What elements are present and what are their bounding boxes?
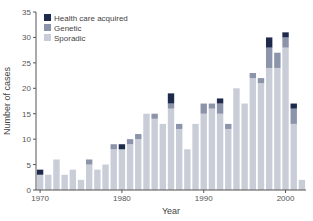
bar-segment <box>86 159 92 164</box>
bar-segment <box>201 114 207 190</box>
y-tick <box>33 190 36 191</box>
legend-swatch <box>44 24 51 31</box>
x-tick <box>121 190 122 193</box>
bar-segment <box>119 144 125 149</box>
bar-segment <box>217 104 223 114</box>
bar-segment <box>258 78 264 83</box>
y-tick <box>33 62 36 63</box>
legend-label: Health care acquired <box>54 14 128 23</box>
x-tick-label: 1980 <box>113 194 131 203</box>
legend-label: Genetic <box>54 24 82 33</box>
bar-segment <box>151 119 157 190</box>
bars <box>37 32 305 190</box>
bar-segment <box>266 37 272 47</box>
bar-segment <box>135 139 141 190</box>
bar-segment <box>209 104 215 109</box>
x-axis-label: Year <box>162 206 180 216</box>
chart: 051015202530351970198019902000YearNumber… <box>0 0 313 221</box>
bar-segment <box>282 48 288 190</box>
bar-segment <box>135 134 141 139</box>
bar-segment <box>250 73 256 78</box>
y-tick <box>33 164 36 165</box>
bar-segment <box>217 98 223 103</box>
bar-segment <box>266 48 272 68</box>
bar-segment <box>143 114 149 190</box>
bar-segment <box>160 124 166 190</box>
bar-segment <box>184 149 190 190</box>
bar-segment <box>250 78 256 190</box>
bar-segment <box>274 53 280 68</box>
bar-segment <box>291 124 297 190</box>
bar-segment <box>127 139 133 144</box>
bar-segment <box>192 124 198 190</box>
y-tick <box>33 88 36 89</box>
x-tick-label: 1970 <box>31 194 49 203</box>
bar-segment <box>111 144 117 149</box>
y-axis <box>36 12 37 190</box>
y-tick-label: 35 <box>22 8 31 17</box>
bar-segment <box>53 159 59 190</box>
bar-segment <box>176 124 182 129</box>
bar-segment <box>127 144 133 190</box>
bar-segment <box>45 175 51 190</box>
y-axis-label: Number of cases <box>2 66 12 135</box>
x-tick <box>285 190 286 193</box>
bar-segment <box>37 175 43 190</box>
y-tick-label: 5 <box>27 161 32 170</box>
x-tick-label: 1990 <box>195 194 213 203</box>
y-tick <box>33 113 36 114</box>
x-axis <box>36 190 306 191</box>
y-tick-label: 15 <box>22 110 31 119</box>
bar-segment <box>241 104 247 190</box>
y-tick-label: 20 <box>22 84 31 93</box>
bar-segment <box>266 68 272 190</box>
y-tick-label: 10 <box>22 135 31 144</box>
x-tick <box>203 190 204 193</box>
y-tick <box>33 37 36 38</box>
bar-segment <box>168 104 174 109</box>
bar-segment <box>291 109 297 124</box>
bar-segment <box>78 180 84 190</box>
bar-segment <box>282 32 288 37</box>
y-tick-label: 25 <box>22 59 31 68</box>
bar-segment <box>102 165 108 190</box>
bar-segment <box>233 88 239 190</box>
bar-segment <box>201 104 207 114</box>
bar-segment <box>111 149 117 190</box>
bar-segment <box>37 170 43 175</box>
legend-label: Sporadic <box>54 34 86 43</box>
bar-segment <box>119 149 125 190</box>
legend: Health care acquiredGeneticSporadic <box>44 14 128 43</box>
bar-segment <box>274 68 280 190</box>
y-tick <box>33 139 36 140</box>
bar-segment <box>176 129 182 190</box>
bar-segment <box>94 170 100 190</box>
bar-segment <box>299 180 305 190</box>
y-tick-label: 30 <box>22 33 31 42</box>
bar-segment <box>151 114 157 119</box>
x-tick-label: 2000 <box>277 194 295 203</box>
bar-segment <box>168 93 174 103</box>
bar-segment <box>258 83 264 190</box>
bar-segment <box>209 109 215 190</box>
bar-segment <box>217 114 223 190</box>
x-tick <box>40 190 41 193</box>
y-tick <box>33 12 36 13</box>
bar-segment <box>70 170 76 190</box>
bar-segment <box>61 175 67 190</box>
bar-segment <box>282 37 288 47</box>
bar-segment <box>86 165 92 190</box>
bar-segment <box>168 109 174 190</box>
bar-segment <box>291 104 297 109</box>
bar-segment <box>225 129 231 190</box>
bar-segment <box>225 124 231 129</box>
legend-swatch <box>44 14 51 21</box>
legend-swatch <box>44 34 51 41</box>
